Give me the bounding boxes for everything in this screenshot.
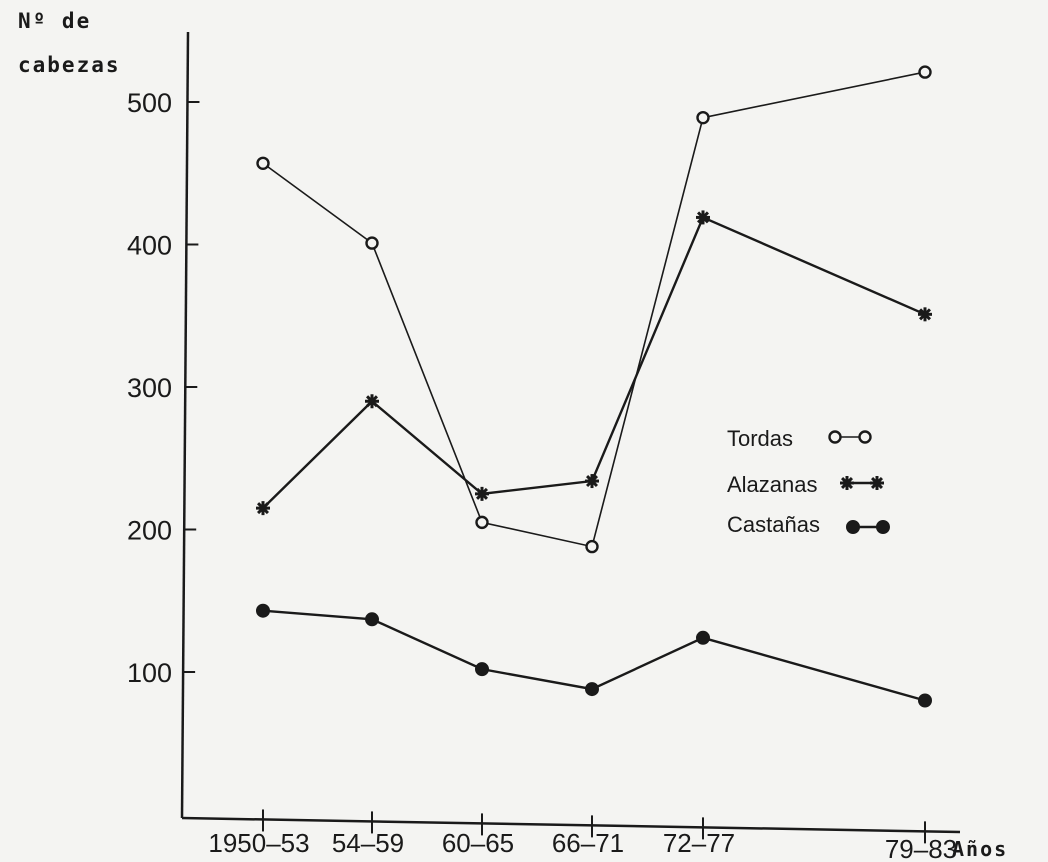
legend-swatch-tordas	[828, 430, 872, 444]
data-point-tordas	[365, 236, 379, 250]
data-point-tordas	[918, 65, 932, 79]
x-tick-label: 60–65	[442, 828, 514, 858]
series-lines	[262, 71, 926, 702]
series-line-castanas	[262, 609, 926, 702]
legend-label-alazanas: Alazanas	[727, 472, 818, 497]
data-point-alazanas	[475, 486, 489, 501]
data-point-castanas	[256, 603, 270, 618]
data-point-castanas	[475, 662, 489, 677]
y-tick-label: 300	[127, 373, 172, 403]
legend-swatch-alazanas	[840, 476, 884, 490]
y-tick-label: 500	[127, 88, 172, 118]
data-point-alazanas	[365, 394, 379, 409]
legend-label-tordas: Tordas	[727, 426, 793, 451]
x-tick-label: 79–83	[885, 834, 957, 862]
data-point-alazanas	[918, 307, 932, 322]
y-axis-title-line2: cabezas	[18, 53, 121, 77]
y-tick-label: 100	[127, 658, 172, 688]
data-point-castanas	[585, 682, 599, 697]
y-axis-line	[180, 31, 190, 819]
y-tick-label: 400	[127, 231, 172, 261]
data-point-alazanas	[696, 210, 710, 225]
x-tick-label: 1950–53	[208, 828, 309, 858]
y-axis-title-line1: Nº de	[18, 9, 91, 33]
data-point-castanas	[918, 693, 932, 708]
data-point-alazanas	[256, 501, 270, 516]
x-tick-label: 72–77	[663, 828, 735, 858]
series-markers	[256, 65, 932, 708]
series-line-alazanas	[262, 215, 926, 509]
data-point-tordas	[696, 110, 710, 125]
legend: Tordas Alazanas Castañas	[727, 426, 890, 537]
series-line-tordas	[262, 71, 926, 548]
legend-swatch-castanas	[846, 520, 890, 534]
y-tick-label: 200	[127, 516, 172, 546]
data-point-alazanas	[585, 474, 599, 489]
data-point-castanas	[696, 630, 710, 645]
data-point-tordas	[585, 539, 599, 554]
data-point-tordas	[475, 515, 489, 530]
x-axis-title: Años	[952, 837, 1008, 861]
legend-label-castanas: Castañas	[727, 512, 820, 537]
x-tick-label: 66–71	[552, 828, 624, 858]
y-ticks: 100 200 300 400 500	[127, 88, 200, 688]
x-axis-line	[181, 816, 961, 834]
x-ticks: 1950–53 54–59 60–65 66–71 72–77 79–83	[208, 809, 957, 862]
data-point-castanas	[365, 612, 379, 627]
data-point-tordas	[256, 156, 270, 170]
x-tick-label: 54–59	[332, 828, 404, 858]
